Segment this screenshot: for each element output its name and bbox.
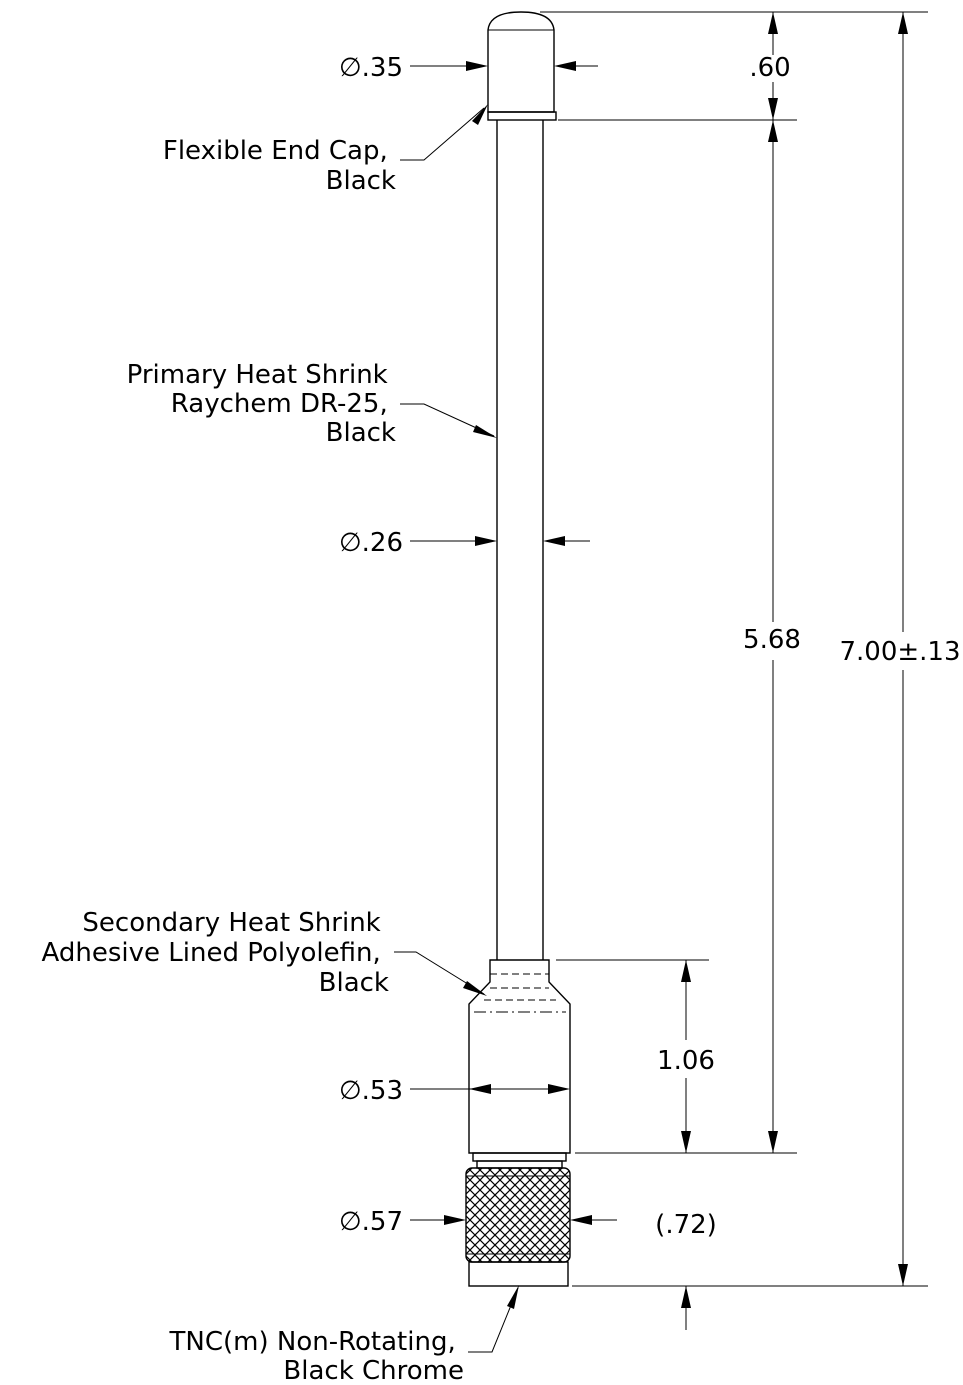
primary-line-1: Primary Heat Shrink	[127, 360, 388, 390]
connector-length-label: (.72)	[655, 1210, 717, 1240]
primary-length-label: 5.68	[743, 625, 801, 655]
primary-heat-shrink	[496, 120, 544, 960]
dim-connector-length: (.72)	[655, 1210, 717, 1330]
dim-secondary-length: 1.06	[657, 960, 715, 1153]
connector-line-1: TNC(m) Non-Rotating,	[169, 1327, 456, 1357]
dia-end-cap-label: ∅.35	[339, 53, 403, 83]
svg-text:Primary Heat Shrink Rayc: Primary Heat Shrink Raychem DR-25, Black	[127, 360, 396, 448]
dim-overall-length: 7.00±.13	[839, 12, 961, 1286]
secondary-heat-shrink	[468, 959, 571, 1154]
dia-connector: ∅.57	[339, 1207, 617, 1237]
tnc-connector	[465, 1152, 571, 1287]
callout-end-cap: Flexible End Cap, Black	[163, 104, 488, 196]
dim-primary-length: 5.68	[743, 120, 801, 1153]
svg-text:Flexible End Cap, Black: Flexible End Cap, Black	[163, 136, 396, 196]
end-cap	[487, 11, 557, 121]
svg-text:TNC(m) Non-Rotating, Bla: TNC(m) Non-Rotating, Black Chrome	[169, 1327, 464, 1385]
dia-primary-label: ∅.26	[339, 528, 403, 558]
end-cap-line-2: Black	[326, 166, 396, 196]
overall-length-label: 7.00±.13	[839, 637, 960, 667]
dia-primary: ∅.26	[339, 528, 590, 558]
svg-text:Secondary Heat Shrink Ad: Secondary Heat Shrink Adhesive Lined Pol…	[42, 908, 389, 998]
secondary-line-3: Black	[319, 968, 389, 998]
primary-line-2: Raychem DR-25,	[171, 389, 388, 419]
callout-connector: TNC(m) Non-Rotating, Black Chrome	[169, 1285, 519, 1385]
dia-connector-label: ∅.57	[339, 1207, 403, 1237]
callout-primary-heat-shrink: Primary Heat Shrink Raychem DR-25, Black	[127, 360, 497, 448]
callout-secondary-heat-shrink: Secondary Heat Shrink Adhesive Lined Pol…	[42, 908, 487, 998]
dia-end-cap: ∅.35	[339, 53, 598, 83]
secondary-line-2: Adhesive Lined Polyolefin,	[42, 938, 381, 968]
secondary-line-1: Secondary Heat Shrink	[82, 908, 380, 938]
secondary-length-label: 1.06	[657, 1046, 715, 1076]
end-cap-line-1: Flexible End Cap,	[163, 136, 388, 166]
primary-line-3: Black	[326, 418, 396, 448]
dia-secondary-label: ∅.53	[339, 1076, 403, 1106]
cap-length-label: .60	[749, 53, 790, 83]
connector-line-2: Black Chrome	[283, 1356, 464, 1385]
dia-secondary: ∅.53	[339, 1076, 570, 1106]
dim-cap-length: .60	[749, 12, 791, 120]
